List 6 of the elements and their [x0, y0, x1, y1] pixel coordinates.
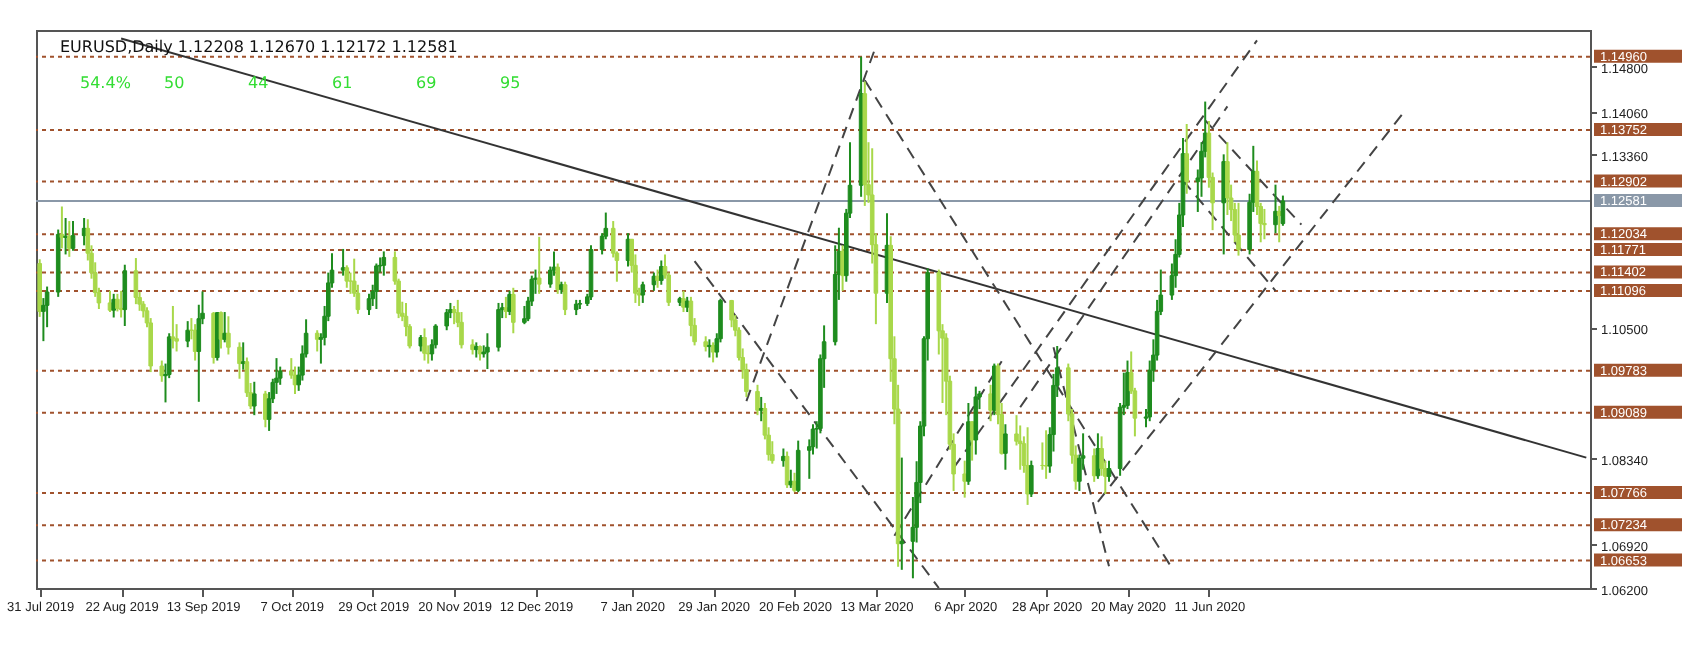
- annotation: 69: [416, 74, 437, 92]
- annotation: 54.4%: [80, 74, 132, 92]
- annotation: 61: [332, 74, 353, 92]
- annotation: 50: [164, 74, 185, 92]
- annotation: 95: [500, 74, 521, 92]
- annotation: 44: [248, 74, 269, 92]
